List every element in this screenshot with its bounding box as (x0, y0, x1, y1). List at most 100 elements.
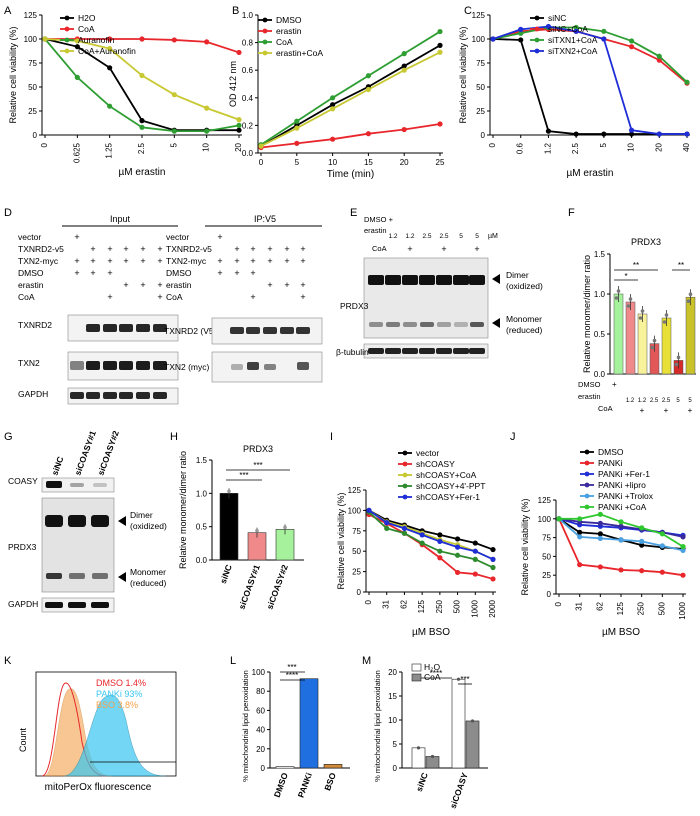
x-tick-label: siNC (218, 563, 234, 585)
y-tick-label: 100 (472, 35, 486, 44)
band-monomer (46, 573, 62, 579)
data-dot (686, 299, 691, 304)
x-tick-label: 0.6 (516, 142, 525, 154)
x-tick-label: 0 (259, 158, 264, 167)
lane-mark: + (284, 280, 289, 290)
series-line-1 (260, 123, 441, 149)
y-tick-label: 20 (256, 745, 265, 754)
x-tick-label: 15 (364, 158, 373, 167)
data-point (597, 511, 603, 517)
panel-letter-B: B (232, 5, 239, 17)
bar (275, 766, 295, 769)
legend-marker (64, 37, 70, 43)
y-axis-label: Relative cell viability (%) (458, 26, 468, 123)
data-point (437, 28, 443, 35)
x-tick-label: siCOASY#2 (264, 563, 289, 611)
data-point (437, 538, 443, 545)
data-point (139, 118, 145, 124)
monomer-label: Monomer (130, 567, 166, 577)
legend-label: BSO 3.8% (96, 700, 138, 710)
y-tick-label: 0.2 (242, 121, 254, 130)
lane-mark: + (300, 280, 305, 290)
lane-mark: + (300, 244, 305, 254)
x-axis-label: µM erastin (119, 167, 166, 178)
legend-marker (402, 461, 408, 467)
x-tick-label: 10 (328, 158, 337, 167)
y-tick-label: 15 (388, 692, 397, 701)
y-tick-label: 25 (542, 571, 551, 580)
band (86, 361, 100, 370)
data-point (454, 569, 461, 576)
y-tick-label: 50 (352, 547, 361, 556)
y-tick-label: 10 (388, 716, 397, 725)
data-point (401, 63, 407, 69)
data-point (628, 127, 635, 133)
x-tick-label: 5 (169, 142, 178, 147)
data-point (330, 106, 336, 112)
blot-label: PRDX3 (8, 542, 37, 552)
x-axis-label: µM BSO (412, 627, 450, 638)
data-point (577, 534, 583, 540)
band (153, 361, 167, 370)
lane-mark: + (107, 268, 112, 278)
lane-mark: + (140, 280, 145, 290)
data-point (454, 536, 461, 542)
lane-mark: + (267, 244, 272, 254)
y-tick-label: 20 (388, 668, 397, 677)
data-dot (616, 289, 621, 293)
data-point (628, 44, 635, 50)
x-tick-label: 5 (599, 142, 608, 147)
y-tick-label: 25 (352, 568, 361, 577)
legend-marker (262, 28, 268, 34)
bar (625, 301, 636, 375)
data-point (330, 102, 336, 108)
data-point (74, 38, 80, 44)
data-point (597, 535, 603, 541)
x-tick-label: 40 (682, 142, 691, 151)
data-point (365, 131, 371, 137)
band (91, 602, 109, 608)
band (230, 327, 244, 334)
y-tick-label: 0 (393, 764, 398, 773)
histogram-panki (63, 694, 167, 777)
legend-label: siTXN1+CoA (548, 35, 598, 45)
y-tick-label: 50 (476, 83, 485, 92)
y-tick-label: 75 (352, 527, 361, 536)
sig-label: **** (430, 669, 442, 678)
legend-label: CoA (276, 37, 293, 47)
data-point (171, 128, 177, 134)
data-point (437, 42, 443, 48)
row-label: vector (166, 232, 189, 242)
data-point (437, 49, 443, 55)
lane-mark: + (90, 268, 95, 278)
data-point (618, 519, 624, 525)
x-tick-label: 0 (40, 142, 49, 147)
x-tick-label: 62 (595, 601, 604, 610)
band-dimer (469, 275, 485, 285)
data-point (472, 571, 478, 577)
band-tubulin (436, 348, 452, 354)
legend-label: vector (416, 448, 439, 458)
data-point (330, 136, 336, 142)
band (86, 324, 100, 332)
coa-mark: + (407, 244, 412, 254)
lane-mark: + (74, 256, 79, 266)
y-tick-label: 0.8 (242, 39, 254, 48)
data-point (601, 131, 607, 137)
data-point (680, 534, 686, 540)
y-axis-label: % mitochondrial lipid peroxidation (373, 670, 382, 782)
data-point (139, 124, 145, 130)
lane-mark: + (107, 256, 112, 266)
data-point (628, 131, 635, 137)
y-tick-label: 0 (33, 131, 38, 140)
legend-label: Auranofin (78, 35, 115, 45)
data-point (639, 568, 645, 574)
x-tick-label: 31 (575, 601, 584, 610)
data-point (684, 79, 690, 85)
lane-mark: + (157, 292, 162, 302)
y-axis-label: Count (18, 728, 28, 753)
data-point (139, 72, 145, 79)
lane-mark: + (250, 256, 255, 266)
monomer-label: Monomer (506, 314, 542, 324)
